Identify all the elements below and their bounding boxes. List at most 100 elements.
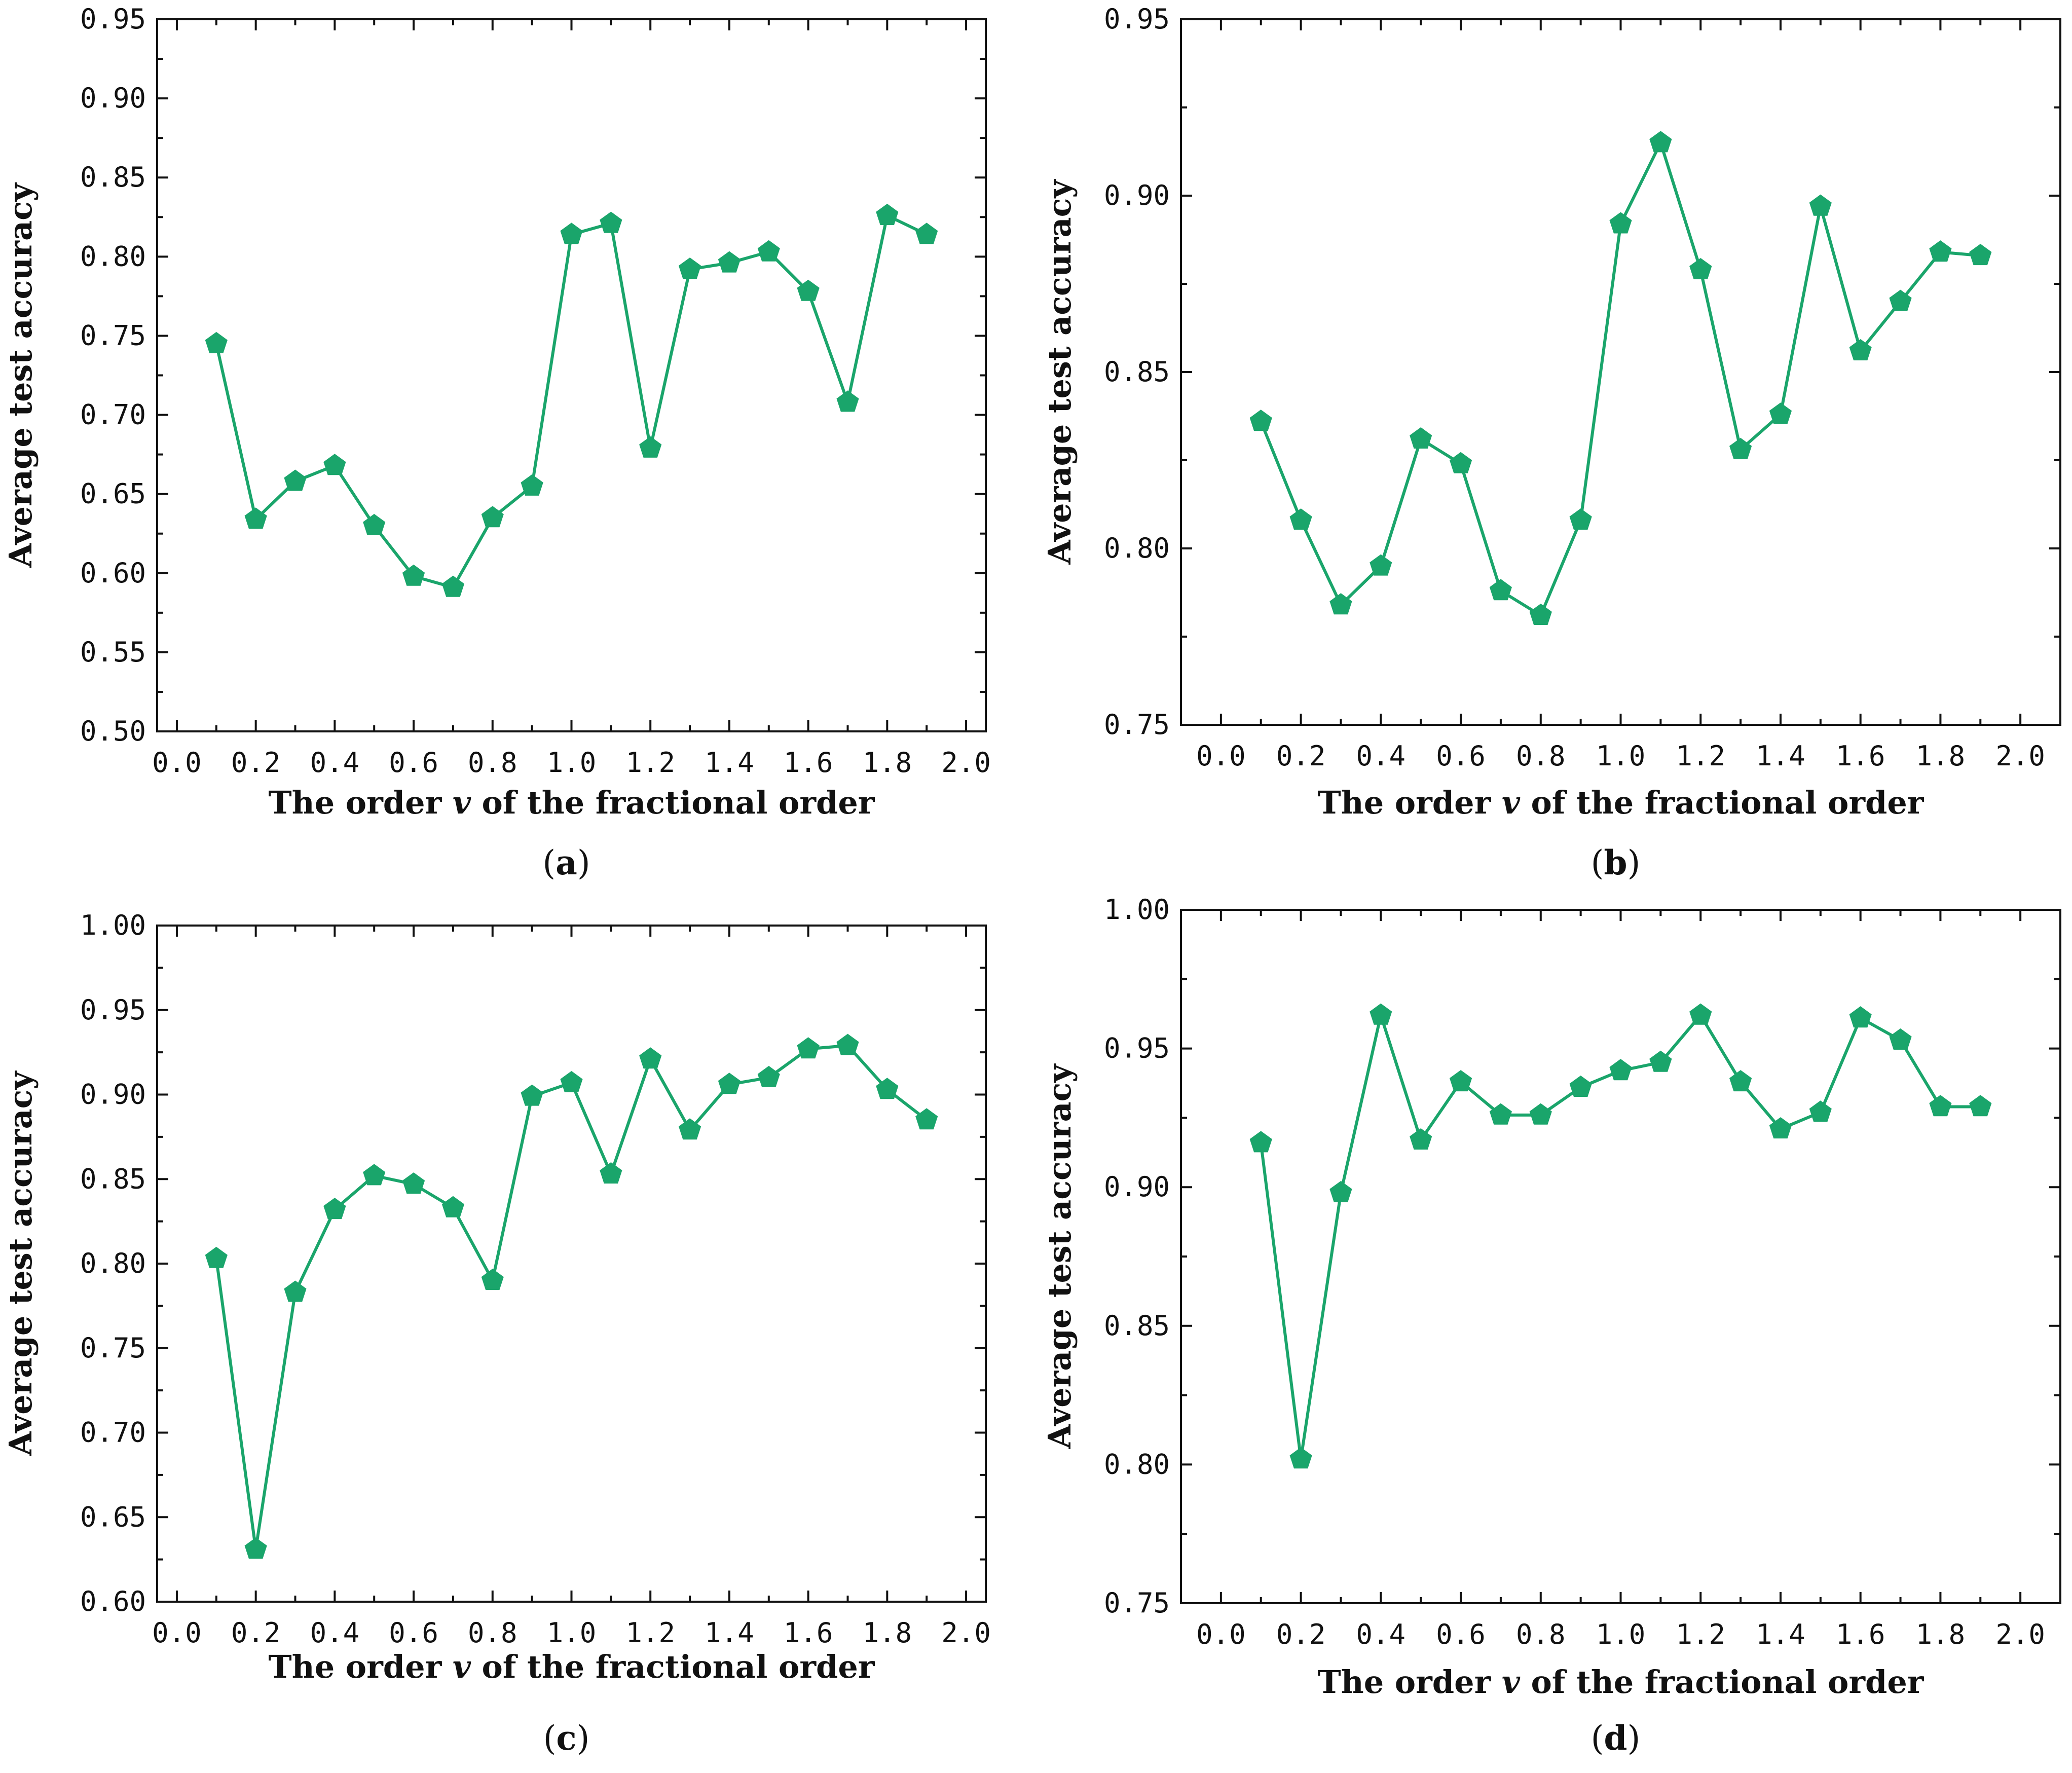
y-tick-label: 0.85 bbox=[80, 1163, 146, 1195]
data-point-marker bbox=[836, 1033, 859, 1055]
data-point-marker bbox=[1729, 437, 1752, 459]
x-tick-label: 0.8 bbox=[1516, 1618, 1566, 1650]
y-tick-label: 0.95 bbox=[1104, 1032, 1170, 1064]
x-tick-label: 1.0 bbox=[547, 747, 597, 779]
data-point-marker bbox=[1569, 1075, 1592, 1097]
data-point-marker bbox=[1769, 402, 1792, 424]
data-point-marker bbox=[441, 1196, 465, 1217]
x-tick-label: 1.0 bbox=[1596, 1618, 1646, 1650]
x-axis-label: The order v of the fractional order bbox=[1318, 1664, 1925, 1701]
data-point-marker bbox=[1649, 131, 1672, 153]
data-point-marker bbox=[915, 223, 938, 244]
data-point-marker bbox=[1809, 1100, 1832, 1122]
x-tick-label: 0.4 bbox=[310, 747, 360, 779]
data-point-marker bbox=[1529, 603, 1552, 625]
data-point-marker bbox=[1809, 194, 1832, 216]
y-tick-label: 0.65 bbox=[80, 1501, 146, 1533]
x-tick-label: 1.2 bbox=[625, 747, 675, 779]
data-point-marker bbox=[1370, 1003, 1392, 1025]
x-tick-label: 1.8 bbox=[863, 1617, 912, 1649]
data-point-marker bbox=[1689, 1003, 1712, 1025]
y-tick-label: 0.80 bbox=[80, 1247, 146, 1279]
x-tick-label: 1.4 bbox=[1756, 1618, 1805, 1650]
x-tick-label: 0.6 bbox=[389, 747, 438, 779]
x-tick-label: 0.0 bbox=[1196, 1618, 1246, 1650]
data-point-marker bbox=[1489, 1103, 1512, 1125]
panel-c: 0.60 0.65 0.70 0.75 0.80 0.85 0.90 0.95 1.00 0.0 0… bbox=[2, 909, 991, 1758]
data-point-marker bbox=[323, 454, 346, 475]
plot-frame bbox=[1180, 909, 2061, 1604]
y-tick-label: 0.60 bbox=[80, 557, 146, 589]
y-tick-label: 0.75 bbox=[80, 1332, 146, 1364]
data-point-marker bbox=[323, 1198, 346, 1220]
data-point-marker bbox=[1929, 240, 1952, 262]
y-axis-label: Average test accuracy bbox=[2, 182, 39, 568]
panel-caption: (c) bbox=[543, 1718, 590, 1758]
data-point-marker bbox=[284, 469, 307, 491]
x-tick-label: 1.6 bbox=[784, 747, 833, 779]
x-tick-label: 2.0 bbox=[1995, 740, 2045, 772]
x-tick-label: 0.2 bbox=[231, 747, 281, 779]
x-tick-label: 1.2 bbox=[1676, 740, 1725, 772]
data-point-marker bbox=[1969, 244, 1992, 266]
data-point-marker bbox=[1370, 554, 1392, 576]
y-tick-label: 0.80 bbox=[1104, 1448, 1170, 1480]
data-point-marker bbox=[876, 1078, 899, 1099]
x-tick-label: 1.4 bbox=[705, 1617, 754, 1649]
x-tick-label: 1.2 bbox=[1676, 1618, 1725, 1650]
x-tick-label: 0.0 bbox=[152, 747, 202, 779]
data-point-marker bbox=[284, 1280, 307, 1302]
data-point-marker bbox=[718, 1073, 741, 1094]
data-point-marker bbox=[244, 1537, 267, 1559]
y-tick-label: 0.90 bbox=[80, 1079, 146, 1111]
y-tick-label: 0.90 bbox=[80, 82, 146, 114]
data-point-marker bbox=[1769, 1117, 1792, 1139]
data-point-marker bbox=[797, 1037, 820, 1059]
y-axis-label: Average test accuracy bbox=[1041, 1063, 1078, 1450]
data-point-marker bbox=[1929, 1095, 1952, 1117]
data-point-marker bbox=[797, 279, 820, 301]
data-point-marker bbox=[402, 1172, 425, 1194]
x-tick-label: 1.6 bbox=[1836, 740, 1885, 772]
panel-caption: (b) bbox=[1591, 843, 1641, 882]
data-point-marker bbox=[481, 1269, 504, 1290]
y-tick-label: 0.50 bbox=[80, 715, 146, 747]
data-point-marker bbox=[481, 506, 504, 528]
data-point-marker bbox=[363, 1164, 386, 1186]
series-line bbox=[214, 1044, 928, 1551]
y-tick-label: 0.70 bbox=[80, 399, 146, 431]
x-tick-label: 0.0 bbox=[1196, 740, 1246, 772]
x-tick-label: 0.8 bbox=[1516, 740, 1566, 772]
data-point-marker bbox=[1729, 1070, 1752, 1092]
y-axis-label: Average test accuracy bbox=[1041, 179, 1078, 565]
data-point-marker bbox=[836, 390, 859, 412]
data-point-marker bbox=[363, 513, 386, 535]
data-point-marker bbox=[678, 257, 701, 279]
x-tick-label: 1.8 bbox=[1916, 740, 1966, 772]
x-tick-label: 1.0 bbox=[1596, 740, 1646, 772]
data-point-marker bbox=[1689, 257, 1712, 279]
panel-b: 0.75 0.80 0.85 0.90 0.95 0.0 0.2 0.4 0.6 0.8 1.0 1.… bbox=[1041, 3, 2061, 882]
data-point-marker bbox=[718, 251, 741, 273]
y-tick-label: 0.95 bbox=[1104, 3, 1170, 35]
data-point-marker bbox=[1289, 1447, 1312, 1469]
panel-caption: (d) bbox=[1591, 1718, 1641, 1758]
data-point-marker bbox=[441, 575, 465, 597]
y-tick-label: 0.85 bbox=[80, 161, 146, 193]
x-axis-label: The order v of the fractional order bbox=[1318, 784, 1925, 821]
x-tick-label: 1.4 bbox=[705, 747, 754, 779]
x-tick-label: 2.0 bbox=[1995, 1618, 2045, 1650]
data-point-marker bbox=[1410, 1128, 1432, 1150]
x-tick-label: 0.4 bbox=[1356, 740, 1406, 772]
data-point-marker bbox=[402, 564, 425, 586]
data-point-marker bbox=[1569, 508, 1592, 530]
panel-a: 0.50 0.55 0.60 0.65 0.70 0.75 0.80 0.85 0.90 0.95… bbox=[2, 3, 991, 882]
x-tick-label: 0.8 bbox=[468, 1617, 517, 1649]
x-tick-label: 0.6 bbox=[1436, 740, 1486, 772]
series-line bbox=[214, 214, 928, 589]
x-tick-label: 0.4 bbox=[1356, 1618, 1406, 1650]
x-tick-label: 1.2 bbox=[625, 1617, 675, 1649]
data-point-marker bbox=[915, 1108, 938, 1130]
x-tick-label: 1.0 bbox=[547, 1617, 597, 1649]
